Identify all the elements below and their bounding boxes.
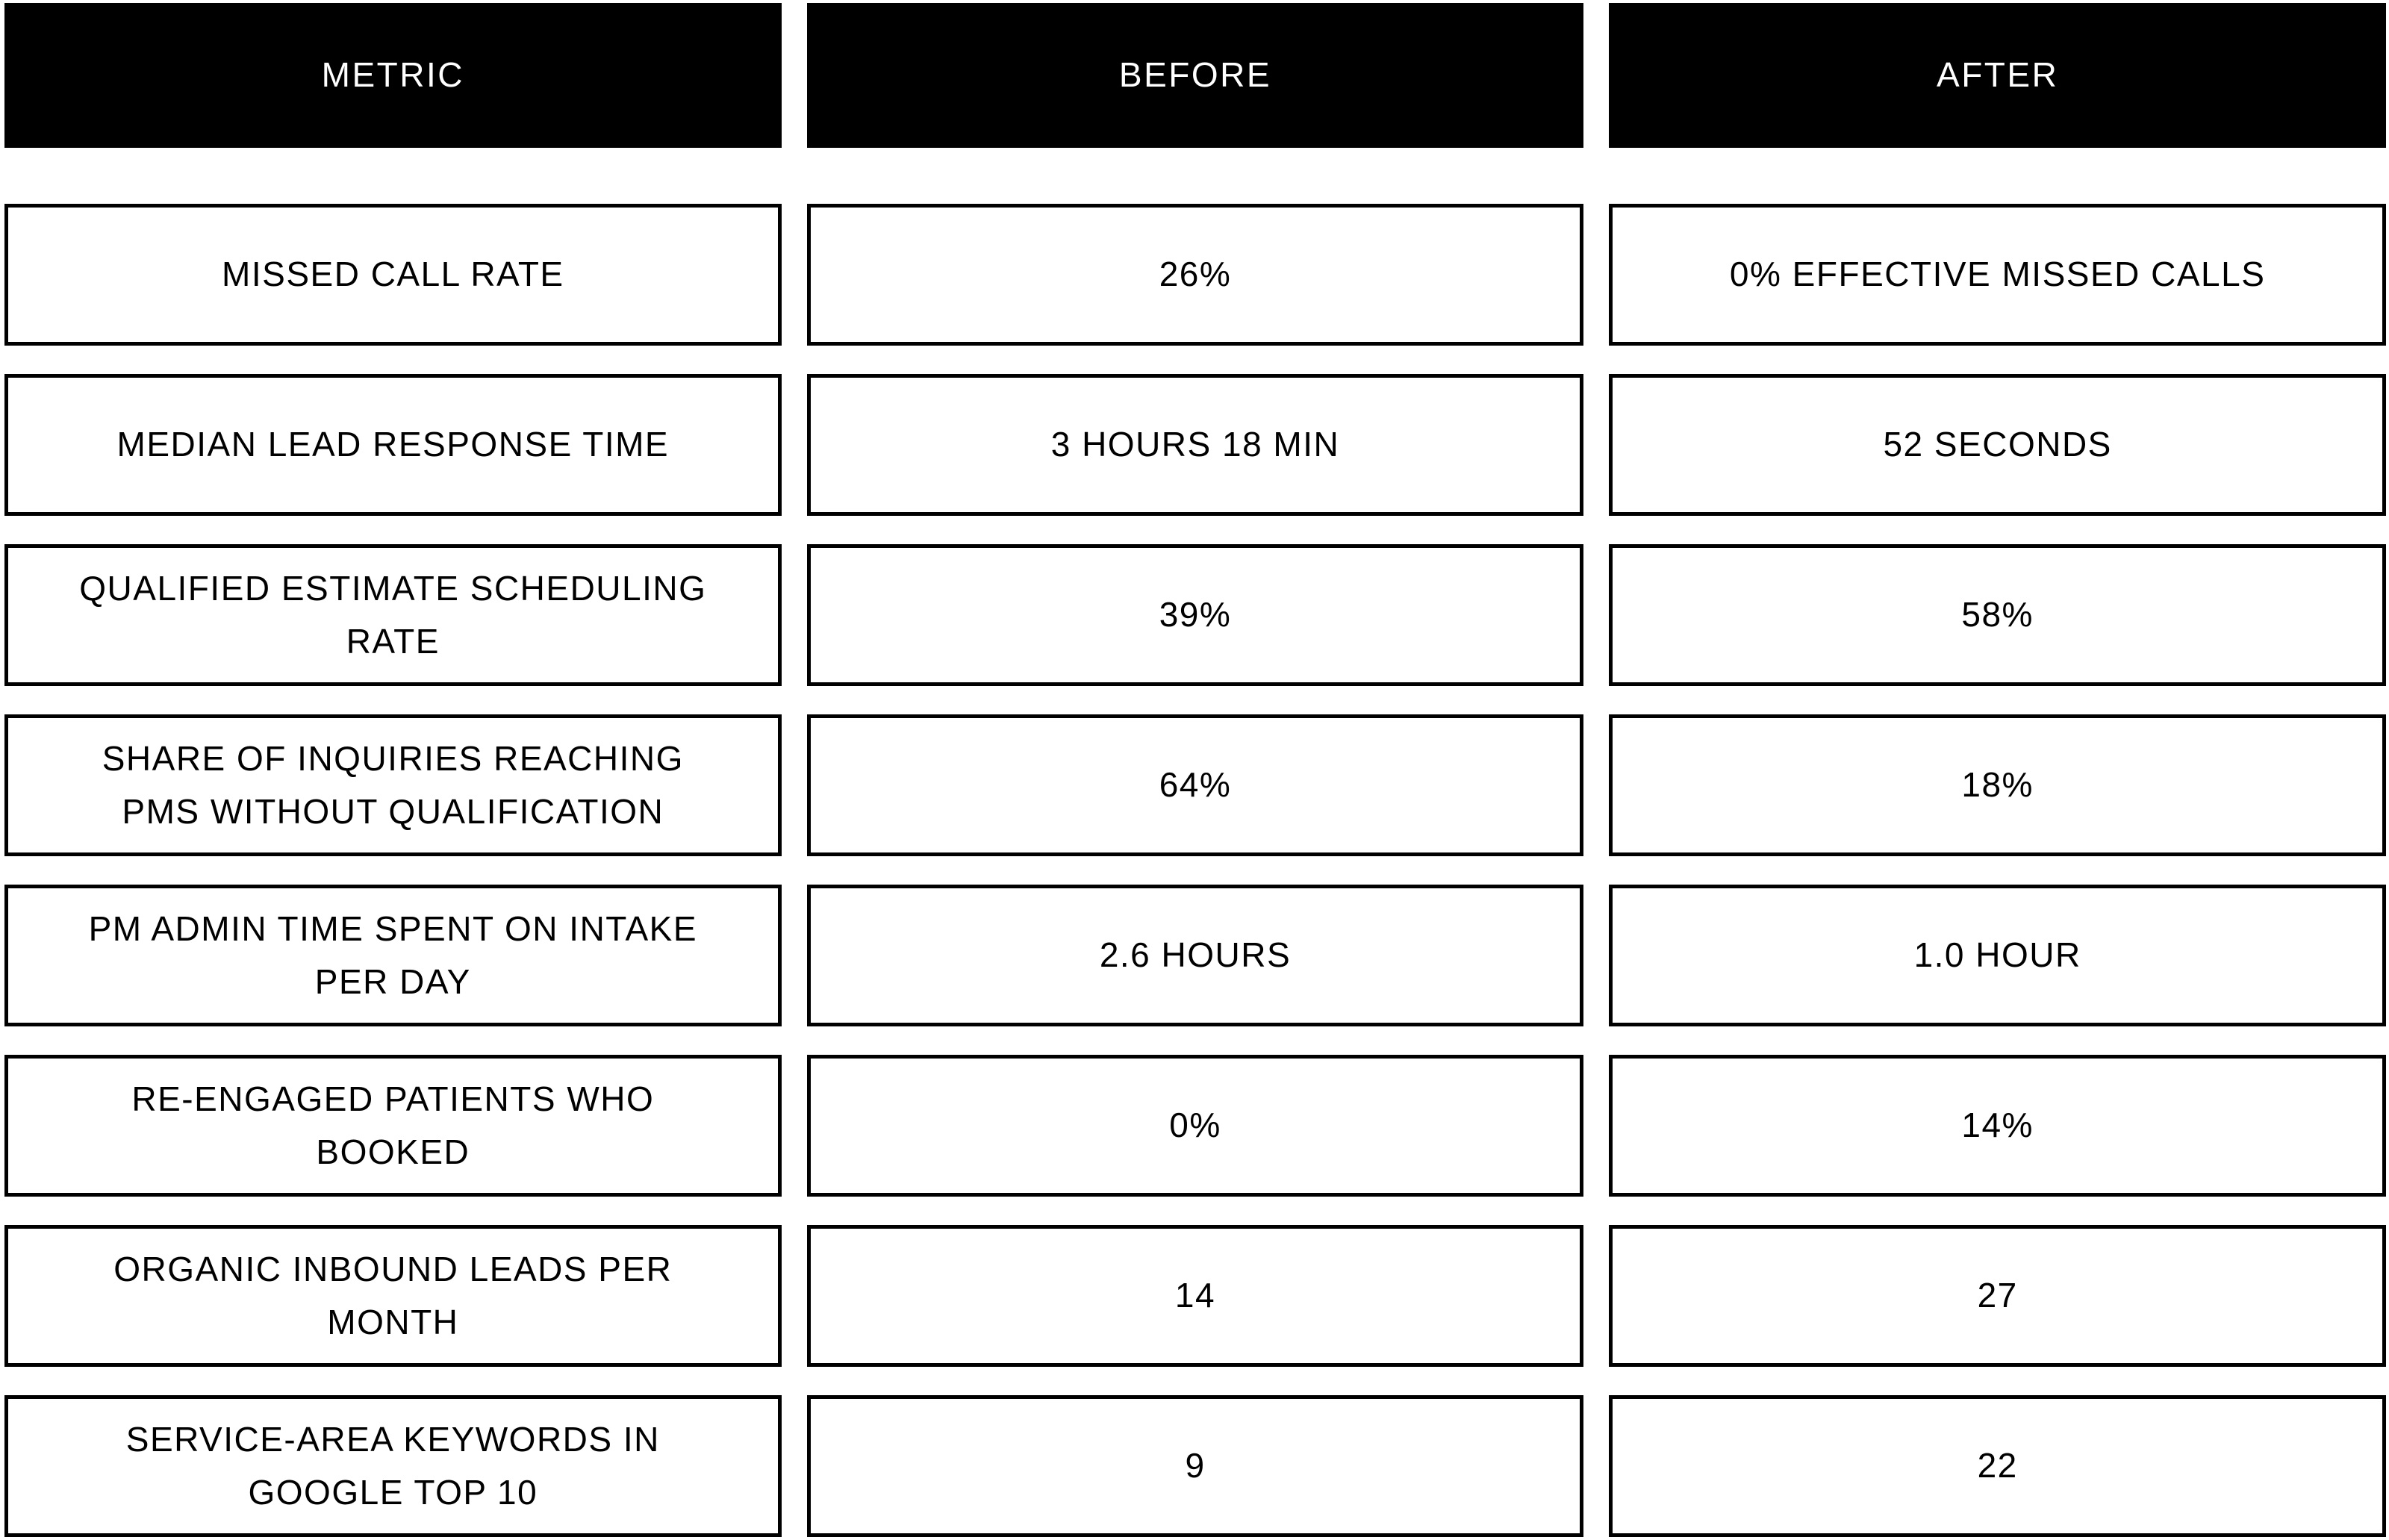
before-cell: 0% [806, 1055, 1584, 1197]
metric-label: RE-ENGAGED PATIENTS WHO BOOKED [131, 1079, 655, 1171]
table-row: SERVICE-AREA KEYWORDS IN GOOGLE TOP 10 9… [4, 1395, 2386, 1537]
header-before-label: BEFORE [1118, 55, 1272, 95]
after-cell: 58% [1609, 544, 2386, 686]
after-value: 0% EFFECTIVE MISSED CALLS [1729, 255, 2266, 294]
before-cell: 39% [806, 544, 1584, 686]
before-cell: 26% [806, 204, 1584, 346]
header-cell-after: AFTER [1609, 3, 2386, 148]
metric-label: QUALIFIED ESTIMATE SCHEDULING RATE [79, 568, 707, 661]
before-cell: 14 [806, 1225, 1584, 1367]
after-value: 1.0 HOUR [1913, 935, 2081, 975]
after-value: 14% [1961, 1106, 2034, 1145]
after-cell: 18% [1609, 714, 2386, 856]
table-row: PM ADMIN TIME SPENT ON INTAKE PER DAY 2.… [4, 885, 2386, 1026]
metric-cell: QUALIFIED ESTIMATE SCHEDULING RATE [4, 544, 782, 686]
before-cell: 2.6 HOURS [806, 885, 1584, 1026]
header-after-label: AFTER [1937, 55, 2059, 95]
after-value: 52 SECONDS [1883, 425, 2112, 464]
metric-label: SERVICE-AREA KEYWORDS IN GOOGLE TOP 10 [125, 1419, 660, 1512]
metric-cell: SERVICE-AREA KEYWORDS IN GOOGLE TOP 10 [4, 1395, 782, 1537]
metric-label: MEDIAN LEAD RESPONSE TIME [116, 425, 670, 464]
metric-cell: SHARE OF INQUIRIES REACHING PMS WITHOUT … [4, 714, 782, 856]
before-value: 64% [1159, 765, 1232, 805]
table-row: RE-ENGAGED PATIENTS WHO BOOKED 0% 14% [4, 1055, 2386, 1197]
metric-cell: ORGANIC INBOUND LEADS PER MONTH [4, 1225, 782, 1367]
metric-cell: MEDIAN LEAD RESPONSE TIME [4, 374, 782, 516]
after-value: 22 [1977, 1446, 2018, 1486]
metric-cell: PM ADMIN TIME SPENT ON INTAKE PER DAY [4, 885, 782, 1026]
table-row: QUALIFIED ESTIMATE SCHEDULING RATE 39% 5… [4, 544, 2386, 686]
metric-label: PM ADMIN TIME SPENT ON INTAKE PER DAY [88, 908, 698, 1001]
header-cell-before: BEFORE [806, 3, 1584, 148]
before-value: 3 HOURS 18 MIN [1050, 425, 1340, 464]
metric-cell: RE-ENGAGED PATIENTS WHO BOOKED [4, 1055, 782, 1197]
table-row: MISSED CALL RATE 26% 0% EFFECTIVE MISSED… [4, 204, 2386, 346]
before-value: 14 [1174, 1276, 1216, 1315]
after-value: 18% [1961, 765, 2034, 805]
table-row: SHARE OF INQUIRIES REACHING PMS WITHOUT … [4, 714, 2386, 856]
metric-label: MISSED CALL RATE [222, 255, 564, 294]
header-cell-metric: METRIC [4, 3, 782, 148]
before-value: 0% [1169, 1106, 1221, 1145]
after-value: 58% [1961, 595, 2034, 635]
before-cell: 3 HOURS 18 MIN [806, 374, 1584, 516]
before-cell: 64% [806, 714, 1584, 856]
metric-cell: MISSED CALL RATE [4, 204, 782, 346]
table-header-row: METRIC BEFORE AFTER [4, 3, 2386, 148]
before-cell: 9 [806, 1395, 1584, 1537]
metric-label: ORGANIC INBOUND LEADS PER MONTH [113, 1249, 673, 1341]
after-cell: 22 [1609, 1395, 2386, 1537]
after-cell: 27 [1609, 1225, 2386, 1367]
before-value: 26% [1159, 255, 1232, 294]
before-value: 9 [1185, 1446, 1206, 1486]
header-metric-label: METRIC [321, 55, 464, 95]
table-row: ORGANIC INBOUND LEADS PER MONTH 14 27 [4, 1225, 2386, 1367]
metric-label: SHARE OF INQUIRIES REACHING PMS WITHOUT … [102, 738, 684, 831]
before-value: 39% [1159, 595, 1232, 635]
after-value: 27 [1977, 1276, 2018, 1315]
after-cell: 0% EFFECTIVE MISSED CALLS [1609, 204, 2386, 346]
before-value: 2.6 HOURS [1099, 935, 1292, 975]
after-cell: 1.0 HOUR [1609, 885, 2386, 1026]
table-row: MEDIAN LEAD RESPONSE TIME 3 HOURS 18 MIN… [4, 374, 2386, 516]
after-cell: 14% [1609, 1055, 2386, 1197]
after-cell: 52 SECONDS [1609, 374, 2386, 516]
